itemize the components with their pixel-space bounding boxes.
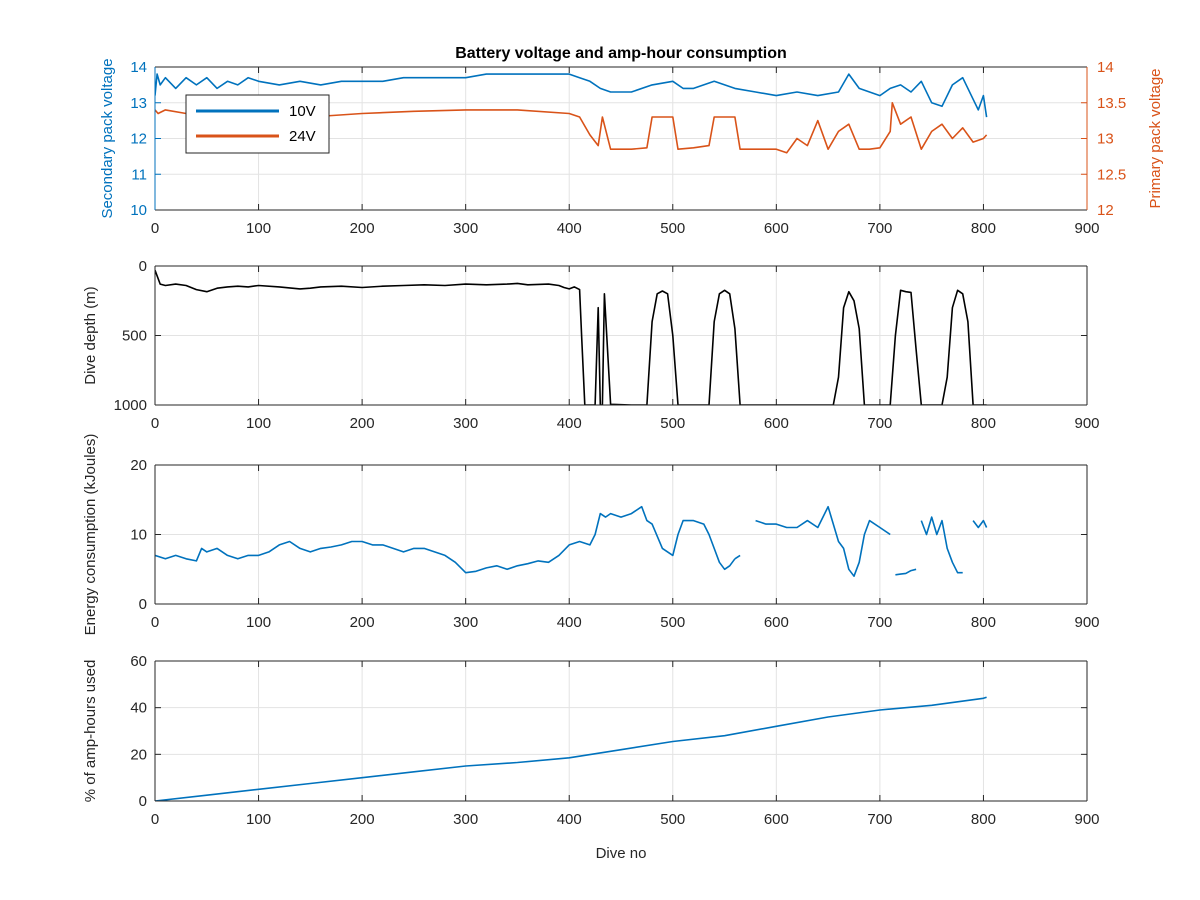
x-tick-label: 400 [557, 811, 582, 828]
y-tick-label: 10 [130, 527, 147, 544]
x-tick-label: 600 [764, 614, 789, 631]
legend-box [185, 94, 330, 154]
x-tick-label: 600 [764, 811, 789, 828]
series-line-1 [734, 554, 741, 560]
x-tick-label: 0 [151, 811, 159, 828]
series-line-1 [155, 505, 736, 574]
x-tick-label: 300 [453, 811, 478, 828]
y-tick-label: 0 [139, 793, 147, 810]
series-line-1 [895, 568, 917, 576]
y-tick-label: 12 [130, 131, 147, 148]
plot-area [155, 661, 1087, 801]
legend-label-24V: 24V [289, 128, 316, 145]
y-tick-label: 11 [131, 166, 147, 183]
x-tick-label: 100 [246, 811, 271, 828]
x-tick-label: 300 [453, 220, 478, 237]
x-tick-label: 0 [151, 415, 159, 432]
y-right-tick-label: 13 [1097, 131, 1114, 148]
x-tick-label: 500 [660, 415, 685, 432]
series-line-1 [920, 516, 963, 574]
x-tick-label: 500 [660, 811, 685, 828]
figure-title: Battery voltage and amp-hour consumption [455, 45, 787, 62]
y-right-tick-label: 12 [1097, 202, 1114, 219]
x-tick-label: 800 [971, 220, 996, 237]
y-right-tick-label: 13.5 [1097, 95, 1126, 112]
x-tick-label: 400 [557, 614, 582, 631]
x-tick-label: 600 [764, 415, 789, 432]
x-tick-label: 800 [971, 614, 996, 631]
x-tick-label: 200 [350, 220, 375, 237]
y-tick-label: 20 [130, 746, 147, 763]
subplot-2: 0 100 200 300 400 500 600 700 800 900 0 500 1000 Dive… [82, 258, 1100, 432]
subplot-4: 0 100 200 300 400 500 600 700 800 900 0 20 40 60 % of … [82, 653, 1100, 828]
x-tick-label: 700 [867, 415, 892, 432]
y-right-axis-label: Primary pack voltage [1147, 68, 1164, 208]
x-tick-label: 800 [971, 415, 996, 432]
subplot-1: 0 100 200 300 400 500 600 700 800 900 10 11 12 13 14 Se… [99, 58, 1164, 237]
x-tick-label: 900 [1074, 614, 1099, 631]
x-tick-label: 900 [1074, 415, 1099, 432]
y-tick-label: 60 [130, 653, 147, 670]
x-tick-label: 200 [350, 811, 375, 828]
y-tick-label: 10 [130, 202, 147, 219]
y-axis-label: % of amp-hours used [82, 660, 99, 803]
x-tick-label: 0 [151, 614, 159, 631]
x-tick-label: 100 [246, 614, 271, 631]
x-tick-label: 0 [151, 220, 159, 237]
x-tick-label: 500 [660, 614, 685, 631]
x-tick-label: 300 [453, 415, 478, 432]
x-tick-label: 100 [246, 220, 271, 237]
x-tick-label: 800 [971, 811, 996, 828]
series-line-1 [972, 519, 988, 529]
x-tick-label: 900 [1074, 811, 1099, 828]
x-tick-label: 700 [867, 614, 892, 631]
y-right-tick-label: 14 [1097, 59, 1114, 76]
x-tick-label: 400 [557, 415, 582, 432]
y-tick-label: 20 [130, 457, 147, 474]
y-tick-label: 1000 [114, 397, 147, 414]
series-line-1 [155, 696, 987, 801]
x-tick-label: 200 [350, 415, 375, 432]
y-tick-label: 0 [139, 258, 147, 275]
y-tick-label: 0 [139, 596, 147, 613]
y-tick-label: 13 [130, 95, 147, 112]
x-axis-label: Dive no [596, 845, 647, 862]
series-line-10V [155, 73, 988, 118]
y-axis-label: Energy consumption (kJoules) [82, 434, 99, 636]
series-line-24V [155, 102, 988, 154]
x-tick-label: 300 [453, 614, 478, 631]
x-tick-label: 700 [867, 811, 892, 828]
subplot-panels: 0 100 200 300 400 500 600 700 800 9001011121314Se… [82, 58, 1164, 828]
series-line-1 [755, 505, 891, 578]
x-tick-label: 200 [350, 614, 375, 631]
x-tick-label: 400 [557, 220, 582, 237]
series-line-1 [155, 269, 987, 405]
subplot-3: 0 100 200 300 400 500 600 700 800 900 0 10 20 Energy … [82, 434, 1100, 636]
y-right-tick-label: 12.5 [1097, 166, 1126, 183]
x-tick-label: 600 [764, 220, 789, 237]
y-tick-label: 500 [122, 328, 147, 345]
y-tick-label: 14 [130, 59, 147, 76]
x-tick-label: 900 [1074, 220, 1099, 237]
x-tick-label: 700 [867, 220, 892, 237]
x-tick-label: 100 [246, 415, 271, 432]
y-axis-label: Secondary pack voltage [99, 58, 116, 218]
y-axis-label: Dive depth (m) [82, 286, 99, 384]
y-tick-label: 40 [130, 700, 147, 717]
x-tick-label: 500 [660, 220, 685, 237]
legend-label-10V: 10V [289, 103, 316, 120]
